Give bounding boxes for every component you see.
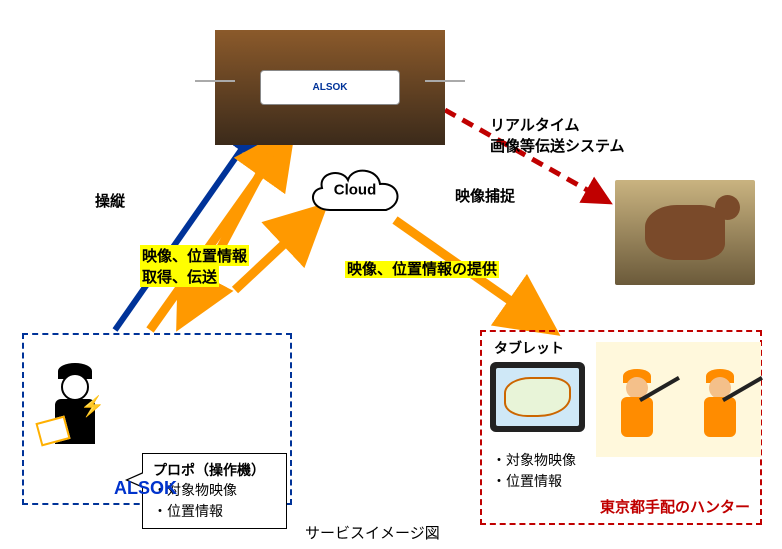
tablet-label: タブレット bbox=[494, 338, 564, 358]
tablet-icon bbox=[490, 362, 585, 432]
drone-body: ALSOK bbox=[260, 70, 400, 105]
cloud-label: Cloud bbox=[334, 182, 377, 199]
drone-image: ALSOK bbox=[215, 30, 445, 145]
hunter-info: 対象物映像 位置情報 bbox=[492, 450, 576, 492]
hunter-footer: 東京都手配のハンター bbox=[600, 496, 750, 517]
video-up-arrow bbox=[150, 140, 285, 330]
control-arrow bbox=[115, 130, 255, 330]
hunters-image bbox=[596, 342, 761, 457]
control-label: 操縦 bbox=[95, 190, 125, 211]
alsok-title: ALSOK bbox=[114, 478, 177, 499]
figure-caption: サービスイメージ図 bbox=[305, 522, 440, 543]
callout-title: プロポ（操作機） bbox=[153, 460, 276, 480]
drone-logo: ALSOK bbox=[313, 82, 348, 93]
video-acquire-label: 映像、位置情報 取得、伝送 bbox=[140, 245, 249, 287]
realtime-label: リアルタイム 画像等伝送システム bbox=[490, 115, 625, 157]
cloud-node: Cloud bbox=[300, 160, 410, 220]
operator-icon: ⚡ bbox=[40, 359, 110, 459]
hunter-box: タブレット 対象物映像 位置情報 東京都手配のハンター bbox=[480, 330, 762, 525]
video-down-arrow bbox=[185, 155, 270, 315]
alsok-box: ⚡ プロポ（操作機） 対象物映像 位置情報 ALSOK bbox=[22, 333, 292, 505]
provide-label: 映像、位置情報の提供 bbox=[345, 258, 499, 279]
animal-image bbox=[615, 180, 755, 285]
capture-label: 映像捕捉 bbox=[455, 185, 515, 206]
